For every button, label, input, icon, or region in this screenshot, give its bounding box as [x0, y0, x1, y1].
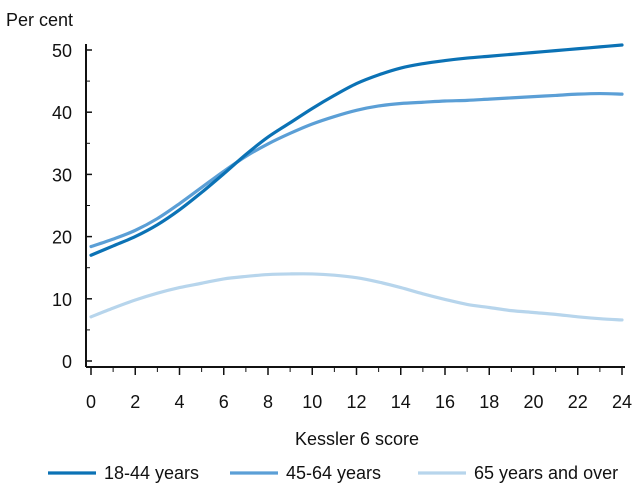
y-tick-label: 20 — [52, 228, 72, 248]
series-line-18-44-years — [91, 45, 622, 255]
x-tick-label: 10 — [302, 392, 322, 412]
series-line-65-years-and-over — [91, 274, 622, 320]
y-tick-label: 0 — [62, 352, 72, 372]
x-tick-label: 8 — [263, 392, 273, 412]
legend-label: 45-64 years — [286, 463, 381, 483]
x-tick-label: 4 — [174, 392, 184, 412]
x-tick-label: 12 — [346, 392, 366, 412]
series-line-45-64-years — [91, 94, 622, 247]
x-tick-label: 2 — [130, 392, 140, 412]
x-tick-label: 14 — [391, 392, 411, 412]
x-tick-label: 20 — [523, 392, 543, 412]
legend: 18-44 years 45-64 years 65 years and over — [48, 463, 618, 483]
x-tick-label: 6 — [219, 392, 229, 412]
plot-area — [91, 45, 622, 320]
x-axis: 0 2 4 6 8 10 12 14 16 18 20 22 24 — [86, 367, 632, 412]
y-tick-label: 30 — [52, 165, 72, 185]
y-axis-label: Per cent — [6, 10, 73, 30]
y-tick-label: 40 — [52, 103, 72, 123]
y-tick-label: 50 — [52, 41, 72, 61]
x-tick-label: 24 — [612, 392, 632, 412]
x-tick-label: 0 — [86, 392, 96, 412]
x-tick-label: 18 — [479, 392, 499, 412]
x-tick-label: 16 — [435, 392, 455, 412]
x-axis-label: Kessler 6 score — [295, 429, 419, 449]
legend-label: 65 years and over — [474, 463, 618, 483]
y-tick-label: 10 — [52, 290, 72, 310]
legend-label: 18-44 years — [104, 463, 199, 483]
x-tick-label: 22 — [568, 392, 588, 412]
